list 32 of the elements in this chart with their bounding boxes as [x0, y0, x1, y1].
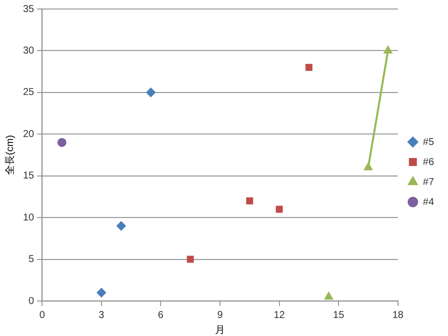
y-tick-label: 10	[23, 212, 35, 224]
point	[305, 64, 312, 71]
x-tick-label: 0	[39, 310, 46, 321]
x-tick-label: 9	[217, 310, 224, 321]
x-tick-label: 12	[274, 310, 286, 321]
point	[96, 288, 106, 298]
x-tick-label: 18	[392, 310, 404, 321]
point	[186, 256, 194, 263]
y-tick-label: 25	[23, 87, 35, 98]
x-axis-title: 月	[215, 324, 225, 336]
point	[384, 46, 392, 54]
point	[116, 221, 126, 230]
x-tick-label: 6	[158, 310, 164, 321]
point	[246, 197, 254, 204]
x-tick-label: 15	[333, 310, 345, 321]
y-tick-label: 20	[23, 128, 35, 140]
point	[146, 88, 156, 97]
point	[57, 138, 66, 147]
point	[364, 163, 372, 170]
y-tick-label: 30	[23, 45, 35, 56]
legend-label: #7	[422, 176, 434, 188]
point	[324, 292, 333, 300]
y-tick-label: 15	[23, 170, 35, 182]
y-tick-label: 35	[23, 4, 35, 15]
legend-label: #5	[422, 136, 434, 148]
y-tick-label: 5	[28, 254, 35, 266]
legend-label: #4	[422, 196, 434, 208]
x-tick-label: 3	[98, 310, 105, 321]
y-axis-title: 全長(cm)	[4, 135, 16, 175]
y-tick-label: 0	[28, 296, 35, 307]
legend-label: #6	[422, 156, 434, 168]
point	[276, 206, 283, 213]
